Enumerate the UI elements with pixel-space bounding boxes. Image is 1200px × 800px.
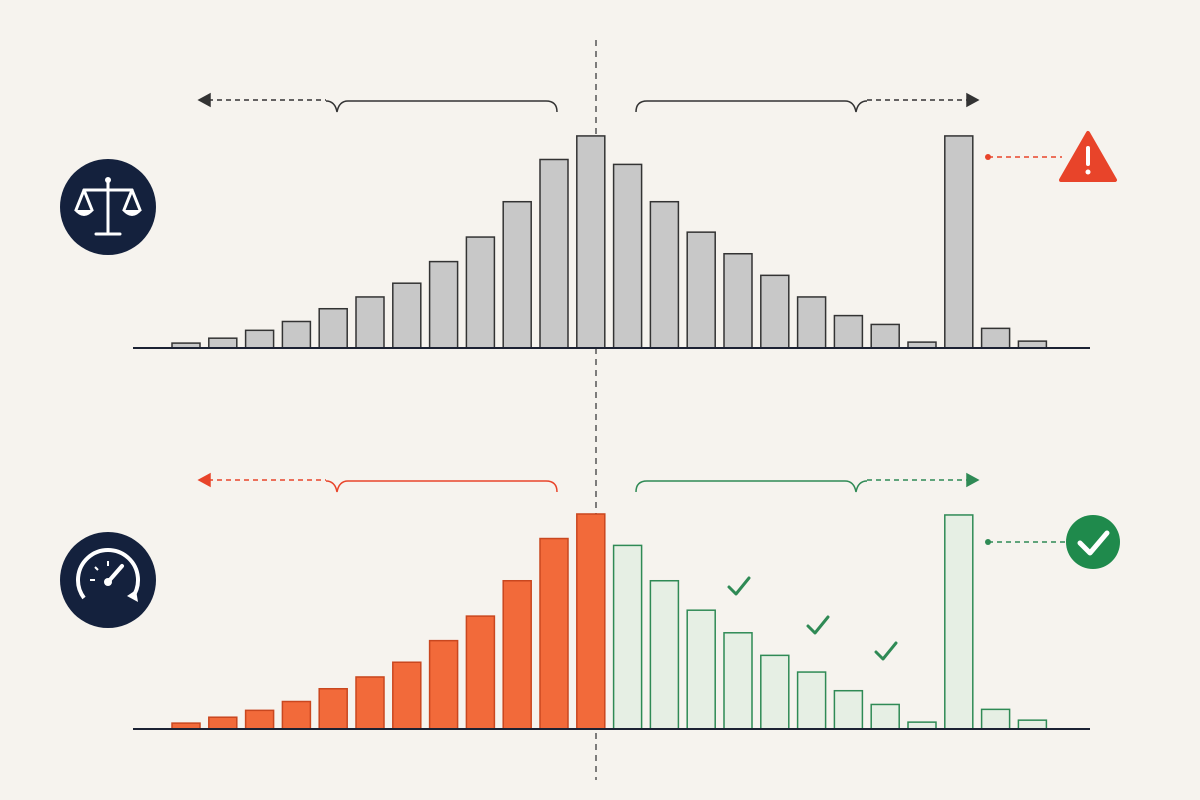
bar bbox=[576, 513, 606, 730]
bar bbox=[1017, 719, 1048, 730]
bar bbox=[539, 537, 569, 730]
arrow-head bbox=[197, 472, 211, 488]
bar bbox=[907, 721, 937, 730]
bar bbox=[760, 274, 790, 349]
bar bbox=[392, 282, 422, 349]
bar bbox=[428, 639, 459, 730]
bar bbox=[723, 632, 753, 730]
bar bbox=[318, 307, 348, 349]
bar bbox=[612, 163, 643, 349]
arrow-head bbox=[966, 472, 980, 488]
bottom-annotation bbox=[197, 472, 980, 493]
bar bbox=[428, 260, 459, 349]
checkmarks bbox=[727, 576, 898, 661]
warning-callout bbox=[985, 131, 1117, 182]
bar bbox=[465, 615, 496, 730]
bar bbox=[723, 252, 753, 349]
bar bbox=[796, 671, 827, 730]
bar bbox=[944, 514, 974, 730]
bar bbox=[980, 708, 1011, 730]
bar bbox=[465, 236, 496, 349]
bar bbox=[944, 135, 974, 349]
bar bbox=[355, 296, 385, 349]
bar bbox=[502, 579, 532, 730]
gauge-icon bbox=[60, 532, 156, 628]
bar bbox=[502, 200, 532, 349]
bar bbox=[208, 337, 238, 349]
bar bbox=[796, 296, 827, 349]
bar bbox=[686, 609, 716, 730]
bar bbox=[244, 329, 275, 349]
bar bbox=[318, 687, 348, 730]
bar bbox=[539, 158, 569, 349]
bar bbox=[281, 700, 312, 730]
brace bbox=[635, 480, 868, 493]
bars bbox=[133, 135, 1090, 730]
bar bbox=[1017, 340, 1048, 349]
bar bbox=[244, 709, 275, 730]
bar bbox=[281, 320, 312, 349]
brace bbox=[325, 480, 558, 493]
arrow-head bbox=[966, 92, 980, 108]
bar bbox=[760, 654, 790, 730]
check-callout bbox=[985, 515, 1120, 569]
bar bbox=[686, 231, 716, 349]
top-annotation bbox=[197, 92, 980, 113]
bar bbox=[208, 716, 238, 730]
bar bbox=[649, 200, 680, 349]
brace bbox=[325, 100, 558, 113]
brace bbox=[635, 100, 868, 113]
bar bbox=[980, 327, 1011, 349]
bar bbox=[870, 703, 900, 730]
bar bbox=[649, 579, 680, 730]
bar bbox=[355, 676, 385, 730]
bar bbox=[833, 314, 864, 349]
bar bbox=[392, 661, 422, 730]
arrow-head bbox=[197, 92, 211, 108]
balance-icon bbox=[60, 159, 156, 255]
bar bbox=[612, 544, 643, 730]
bar bbox=[576, 135, 606, 349]
bar bbox=[870, 323, 900, 349]
bar bbox=[833, 689, 864, 730]
